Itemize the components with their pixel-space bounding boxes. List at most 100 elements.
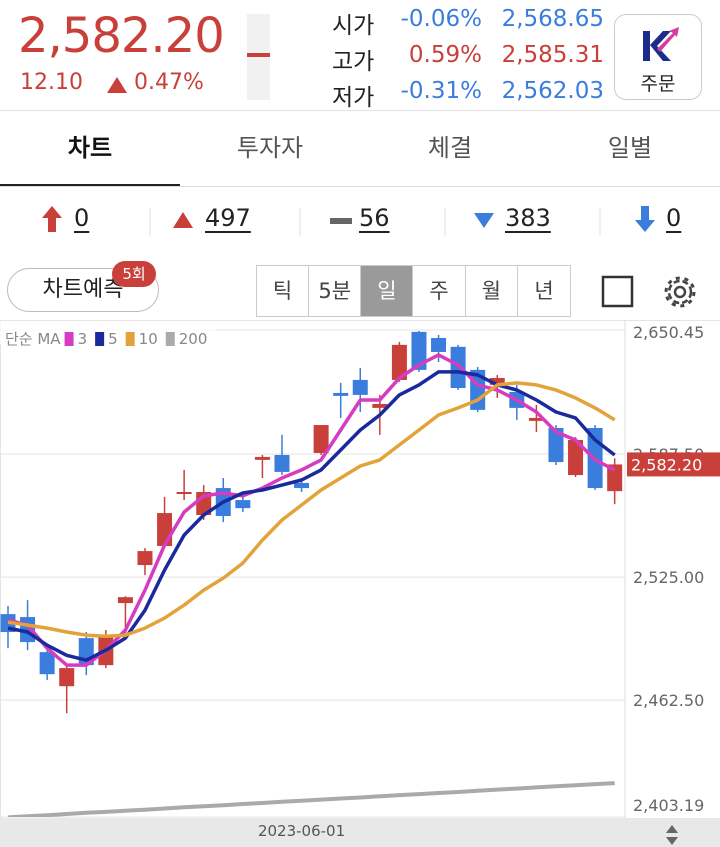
period-button[interactable]: 주 [414,266,466,316]
tool-icons [601,275,696,308]
ma-line [7,370,616,662]
ohlc-label: 시가 [332,13,375,39]
down-arrow [635,206,655,232]
ohlc-value: 2,562.03 [501,78,604,104]
logo-arrow [657,27,679,52]
period-button[interactable]: 틱 [257,266,309,316]
legend-label: 5 [108,330,118,348]
range-marker [247,53,270,57]
range-bar [247,14,270,100]
date-strip [0,818,720,847]
candle-body [59,668,75,687]
ohlc-value: 2,568.65 [501,6,604,32]
candle-body [391,344,407,380]
y-tick-label: 2,403.19 [633,796,704,815]
candle-body [39,652,55,675]
candle-body [157,513,173,546]
legend-label: 200 [179,330,208,348]
period-button[interactable]: 년 [534,279,554,303]
y-tick-label: 2,462.50 [633,691,704,710]
ohlc-label: 저가 [332,85,375,111]
count: 383 [505,204,551,232]
legend-bg [0,322,215,344]
ohlc-value: 2,585.31 [501,42,604,68]
period-button[interactable]: 일 [361,266,414,316]
legend-swatch [64,332,74,346]
candle-body [176,491,192,494]
forecast-badge: 5회 [112,261,156,287]
price-tag-label: 2,582.20 [631,455,702,474]
chart: 2,403.192,462.502,525.002,587.502,650.45… [0,320,720,847]
candle-body [313,425,329,454]
legend-swatch [125,332,135,346]
price-change: 12.10 [20,70,83,95]
up-arrow [42,206,62,232]
order-label: 주문 [640,73,676,95]
logo-bar [643,31,650,61]
y-tick-label: 2,525.00 [633,568,704,587]
tab[interactable]: 체결 [427,134,473,162]
ma-line [7,381,616,638]
order-button[interactable]: 주문 [614,14,702,100]
count: 56 [359,204,390,232]
legend-label: 10 [139,330,158,348]
tab[interactable]: 투자자 [236,134,304,162]
candle-body [489,377,505,385]
up-icon [107,77,127,93]
period-button[interactable]: 5분 [309,266,362,316]
triangle [107,77,127,93]
count: 0 [666,204,682,232]
candle-body [294,482,310,489]
candle-body [568,440,584,476]
y-tick-label: 2,650.45 [633,323,704,342]
candle-body [274,454,290,472]
candle-body [333,392,349,396]
candle-body [352,379,368,395]
x-tick-label: 2023-06-01 [258,822,345,840]
legend-title: 단순 MA [5,330,61,348]
candle-body [254,456,270,460]
divider [0,186,720,187]
candle-body [607,464,623,492]
settings-icon[interactable] [664,276,696,308]
legend-swatch [165,332,175,346]
flat-dash [330,218,352,224]
tab[interactable]: 차트 [0,110,180,187]
logo [643,27,679,61]
price-change-pct: 0.47% [134,70,204,95]
candle-body [235,500,251,509]
ohlc-pct: -0.31% [400,78,482,104]
count: 497 [205,204,251,232]
plot [0,330,623,817]
price-tag [627,452,720,477]
legend-swatch [95,332,105,346]
gear [667,279,693,305]
count: 0 [74,204,90,232]
gear-teeth [664,276,696,308]
candle-body [548,427,564,463]
ohlc-label: 고가 [332,49,375,75]
divider [0,110,720,111]
candle-body [431,337,447,352]
scroll-down [666,837,678,845]
ohlc-pct: -0.06% [400,6,482,32]
candle-body [411,331,427,370]
down-triangle [474,213,494,228]
tab[interactable]: 일별 [607,134,653,162]
current-price: 2,582.20 [18,8,225,64]
logo-k [650,31,671,61]
candle-body [372,403,388,408]
count-icons [42,206,655,236]
fullscreen-icon[interactable] [601,275,634,308]
up-triangle [173,212,193,228]
candle-body [528,417,544,421]
ma-line [7,781,615,817]
period-box [256,265,571,317]
period-button[interactable]: 월 [466,266,518,316]
candle-body [117,597,133,604]
ohlc-pct: 0.59% [408,42,482,68]
gear-hub [673,285,687,299]
forecast-button[interactable]: 차트예측 [7,268,159,312]
legend-label: 3 [78,330,88,348]
